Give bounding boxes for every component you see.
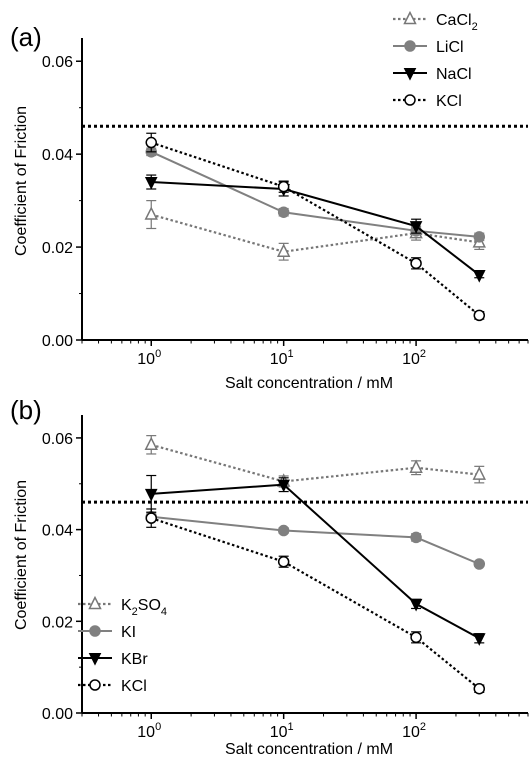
x-tick-label: 100 <box>137 721 161 741</box>
data-point <box>409 459 423 473</box>
data-point <box>145 512 157 524</box>
data-point <box>277 479 290 493</box>
x-tick-label: 101 <box>270 721 294 741</box>
legend-label: LiCl <box>436 39 464 56</box>
plot-area-a: 0.00 0.02 0.04 0.06 100 101 102 CaCl2 LiCl NaCl KC… <box>42 10 529 368</box>
x-tick-label: 101 <box>270 348 294 368</box>
legend-marker <box>88 595 102 610</box>
legend-marker <box>89 625 101 637</box>
x-axis-label-b: Salt concentration / mM <box>225 741 393 758</box>
legend-label: KCl <box>436 93 462 110</box>
y-tick-label: 0.06 <box>42 431 73 448</box>
legend: K2SO4 KI KBr KCl <box>78 595 167 695</box>
data-point <box>144 206 158 220</box>
series-line <box>151 483 480 640</box>
data-point <box>410 531 422 544</box>
series-line <box>150 443 480 483</box>
data-point <box>277 524 290 537</box>
series-line <box>151 181 480 276</box>
panel-a: (a) Coefficient of Friction Salt concent… <box>10 10 529 392</box>
series-line <box>150 150 480 238</box>
y-axis-label-a: Coefficient of Friction <box>13 106 30 256</box>
data-point <box>277 180 290 193</box>
x-axis-label-a: Salt concentration / mM <box>225 375 393 392</box>
legend-label: KBr <box>121 651 148 668</box>
data-point <box>473 558 486 570</box>
legend-marker <box>403 10 417 25</box>
y-tick-label: 0.00 <box>42 706 73 723</box>
legend-label: KCl <box>121 678 147 695</box>
legend-label: CaCl2 <box>436 12 478 33</box>
data-point <box>473 309 486 322</box>
legend: CaCl2 LiCl NaCl KCl <box>393 10 478 110</box>
panel-label-b: (b) <box>10 395 42 425</box>
panel-label-a: (a) <box>10 22 42 52</box>
data-point <box>410 257 422 270</box>
data-point <box>276 243 291 257</box>
legend-label: NaCl <box>436 66 472 83</box>
data-point <box>410 631 422 644</box>
y-tick-label: 0.06 <box>42 54 73 71</box>
y-tick-label: 0.04 <box>42 523 73 540</box>
legend-marker <box>404 94 416 106</box>
series-line <box>151 515 480 565</box>
data-point <box>277 206 290 218</box>
data-point <box>144 436 158 451</box>
data-point <box>277 555 290 568</box>
data-point <box>145 136 157 149</box>
y-axis-label-b: Coefficient of Friction <box>13 480 30 630</box>
legend-marker <box>404 40 416 52</box>
data-point <box>472 466 486 480</box>
y-tick-label: 0.00 <box>42 333 73 350</box>
legend-marker <box>88 653 102 666</box>
data-point <box>472 269 486 283</box>
panel-b: (b) Coefficient of Friction Salt concent… <box>10 395 529 758</box>
x-tick-label: 102 <box>402 721 426 741</box>
y-tick-label: 0.04 <box>42 147 73 164</box>
legend-marker <box>403 68 417 81</box>
x-tick-label: 100 <box>137 348 161 368</box>
y-tick-label: 0.02 <box>42 240 73 257</box>
data-point <box>472 633 486 646</box>
legend-label: K2SO4 <box>121 597 167 618</box>
series-line <box>150 141 480 317</box>
series-line <box>150 517 480 690</box>
data-point <box>144 488 158 502</box>
data-point <box>473 682 486 695</box>
legend-marker <box>89 679 101 691</box>
data-point <box>409 598 423 612</box>
legend-label: KI <box>121 624 136 641</box>
x-tick-label: 102 <box>402 348 426 368</box>
data-point <box>409 221 423 234</box>
y-tick-label: 0.02 <box>42 614 73 631</box>
data-point <box>144 177 158 190</box>
data-point <box>473 231 486 243</box>
plot-area-b: 0.00 0.02 0.04 0.06 100 101 102 K2SO4 KI KBr KCl <box>42 415 529 741</box>
